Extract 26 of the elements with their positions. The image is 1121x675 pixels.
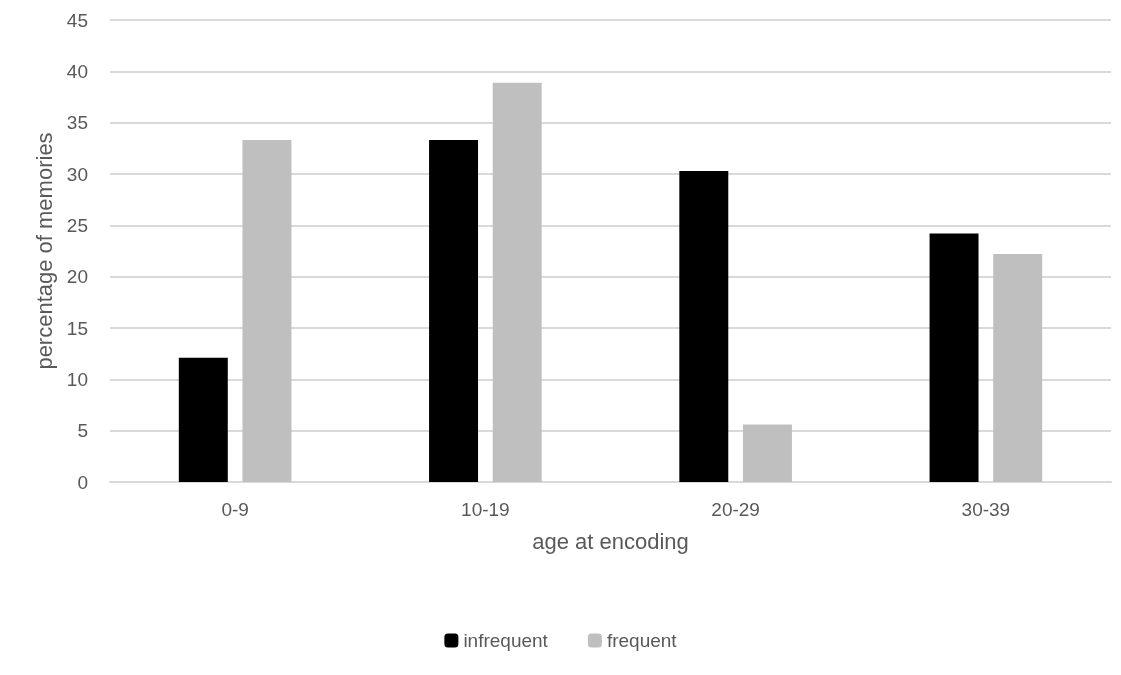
y-tick-label: 30 [66,163,88,185]
bar [492,82,542,482]
legend-label: infrequent [463,630,549,651]
bar [242,140,292,482]
bar [993,254,1043,482]
y-tick-label: 40 [66,60,88,82]
bar [929,233,979,482]
y-axis-title: percentage of memories [31,132,57,370]
y-tick-label: 15 [66,317,88,339]
y-tick-label: 45 [66,9,88,31]
y-tick-label: 35 [66,112,88,134]
x-tick-label: 20-29 [711,499,760,520]
bar [679,170,729,482]
x-tick-label: 10-19 [461,499,510,520]
x-tick-label: 0-9 [221,499,249,520]
bar [742,424,792,482]
y-tick-label: 0 [77,471,88,493]
x-tick-label: 30-39 [961,499,1011,520]
y-tick-label: 5 [77,420,88,442]
legend-label: frequent [606,630,678,651]
y-tick-label: 20 [66,266,88,288]
bar [429,140,479,482]
y-tick-label: 25 [66,214,88,236]
y-tick-label: 10 [66,368,88,390]
x-axis-title: age at encoding [532,528,689,554]
bar [178,357,228,482]
